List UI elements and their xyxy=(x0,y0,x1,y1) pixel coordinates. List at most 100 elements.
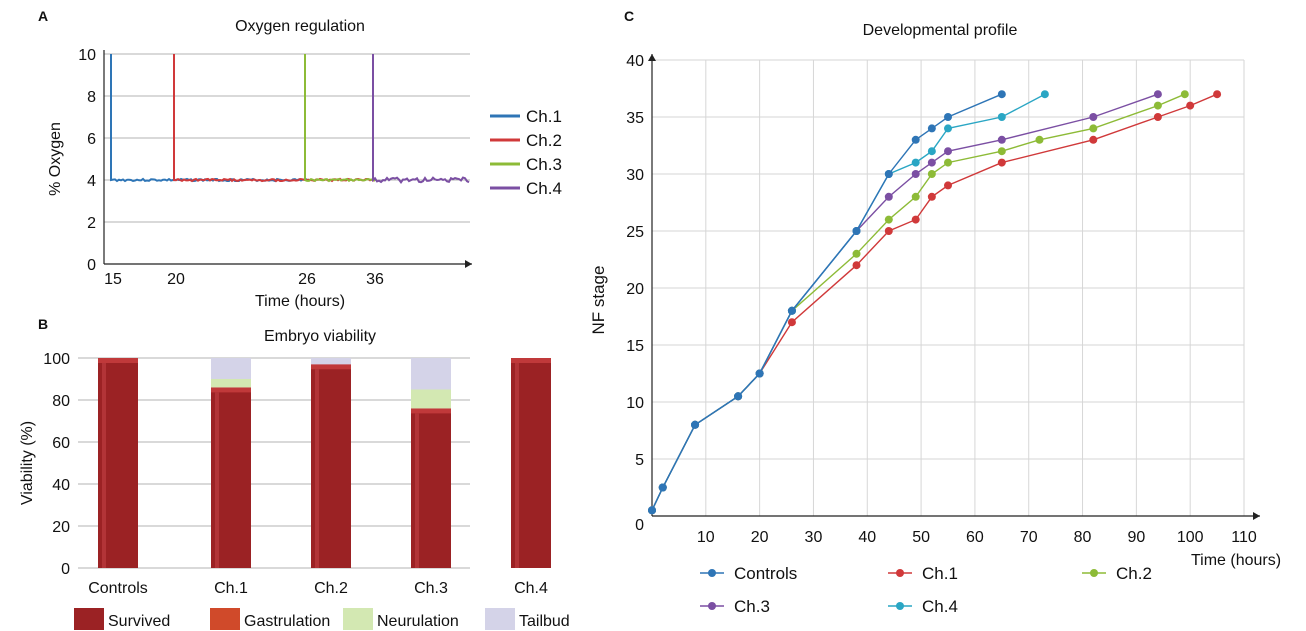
dev-data-point xyxy=(1089,135,1098,144)
dev-data-point xyxy=(927,158,936,167)
dev-legend-label: Ch.3 xyxy=(734,597,770,616)
viability-bar-shade xyxy=(215,392,219,568)
viability-y-tick-label: 80 xyxy=(52,393,70,410)
oxygen-x-tick-label: 36 xyxy=(366,271,384,288)
dev-data-point xyxy=(1089,113,1098,121)
viability-bar-shade xyxy=(515,363,519,568)
dev-data-point xyxy=(911,135,920,144)
dev-data-point xyxy=(1089,124,1098,133)
dev-y-tick-label: 25 xyxy=(626,224,644,241)
dev-data-point xyxy=(997,147,1006,156)
viability-bar-cap xyxy=(411,408,451,414)
dev-data-point xyxy=(997,158,1006,167)
dev-x-tick-label: 90 xyxy=(1127,529,1145,546)
dev-data-point xyxy=(911,158,920,167)
dev-data-point xyxy=(787,318,796,327)
viability-legend-swatch xyxy=(210,608,240,630)
viability-bar-cap xyxy=(211,387,251,393)
panel-label-c: C xyxy=(624,8,635,24)
viability-category-label: Ch.2 xyxy=(314,580,348,597)
dev-legend-swatch-marker xyxy=(896,602,904,610)
oxygen-legend-label: Ch.3 xyxy=(526,155,562,174)
dev-data-point xyxy=(852,249,861,258)
dev-series-line-ch4 xyxy=(651,93,1046,511)
oxygen-x-axis-head xyxy=(465,260,472,268)
dev-x-tick-label: 110 xyxy=(1231,529,1257,546)
dev-data-point xyxy=(884,170,893,178)
dev-x-tick-label: 40 xyxy=(858,529,876,546)
oxygen-x-tick-label: 26 xyxy=(298,271,316,288)
dev-legend-label: Ch.4 xyxy=(922,597,958,616)
dev-data-point xyxy=(852,261,861,270)
viability-y-axis-label: Viability (%) xyxy=(19,421,36,505)
oxygen-legend-label: Ch.2 xyxy=(526,131,562,150)
dev-data-point xyxy=(1213,90,1222,99)
viability-chart-title: Embryo viability xyxy=(263,328,377,345)
dev-data-point xyxy=(734,392,743,401)
viability-bar-tailbud xyxy=(211,358,251,379)
dev-data-point xyxy=(1035,135,1044,144)
viability-legend-label: Survived xyxy=(108,613,170,630)
viability-category-label: Ch.3 xyxy=(414,580,448,597)
dev-data-point xyxy=(787,306,796,315)
viability-bar-neurulation xyxy=(211,379,251,388)
dev-legend-swatch-marker xyxy=(708,602,716,610)
oxygen-x-tick-label: 20 xyxy=(167,271,185,288)
viability-category-label: Ch.4 xyxy=(514,580,548,597)
dev-y-axis-label: NF stage xyxy=(589,266,608,335)
viability-bar-shade xyxy=(415,413,419,568)
dev-legend-label: Controls xyxy=(734,564,797,583)
dev-y-tick-label: 10 xyxy=(626,395,644,412)
dev-data-point xyxy=(944,113,952,121)
dev-series-line-ch2 xyxy=(651,93,1186,511)
oxygen-series-line-3 xyxy=(304,54,376,183)
dev-data-point xyxy=(884,227,893,235)
dev-data-point xyxy=(944,124,952,133)
dev-legend-swatch-marker xyxy=(896,569,904,577)
dev-data-point xyxy=(944,181,952,190)
dev-x-tick-label: 60 xyxy=(966,529,984,546)
dev-legend-swatch-marker xyxy=(708,569,716,577)
dev-y-tick-label: 15 xyxy=(626,338,644,355)
dev-x-tick-label: 80 xyxy=(1074,529,1092,546)
oxygen-series-line-4 xyxy=(372,54,470,184)
oxygen-x-tick-label: 15 xyxy=(104,271,122,288)
viability-bar-cap xyxy=(311,364,351,370)
viability-y-tick-label: 0 xyxy=(61,561,70,578)
viability-bar-shade xyxy=(102,363,106,568)
dev-data-point xyxy=(944,147,952,156)
oxygen-y-tick-label: 0 xyxy=(87,257,96,274)
viability-legend-swatch xyxy=(74,608,104,630)
dev-data-point xyxy=(884,215,893,224)
dev-x-tick-label: 20 xyxy=(751,529,769,546)
dev-y-tick-label: 5 xyxy=(635,452,644,469)
viability-bar-tailbud xyxy=(411,358,451,390)
dev-data-point xyxy=(1186,101,1195,110)
dev-y-tick-label: 35 xyxy=(626,110,644,127)
viability-category-label: Ch.1 xyxy=(214,580,248,597)
viability-legend-swatch xyxy=(343,608,373,630)
oxygen-y-tick-label: 8 xyxy=(87,89,96,106)
dev-x-axis-head xyxy=(1253,512,1260,520)
development-chart-title: Developmental profile xyxy=(862,22,1018,39)
dev-data-point xyxy=(997,113,1006,121)
dev-data-point xyxy=(927,192,936,201)
dev-data-point xyxy=(658,483,667,492)
dev-data-point xyxy=(1153,113,1162,121)
dev-legend-label: Ch.1 xyxy=(922,564,958,583)
viability-y-tick-label: 20 xyxy=(52,519,70,536)
dev-data-point xyxy=(997,90,1006,99)
oxygen-x-axis-label: Time (hours) xyxy=(255,293,345,310)
oxygen-series-line-2 xyxy=(173,54,375,183)
viability-y-tick-label: 40 xyxy=(52,477,70,494)
viability-bar-shade xyxy=(315,369,319,568)
dev-x-tick-label: 70 xyxy=(1020,529,1038,546)
dev-y-tick-label: 20 xyxy=(626,281,644,298)
dev-x-tick-label: 50 xyxy=(912,529,930,546)
viability-legend-label: Gastrulation xyxy=(244,613,330,630)
dev-data-point xyxy=(997,135,1006,144)
dev-data-point xyxy=(927,147,936,156)
dev-data-point xyxy=(852,227,861,235)
viability-bar-neurulation xyxy=(411,389,451,409)
